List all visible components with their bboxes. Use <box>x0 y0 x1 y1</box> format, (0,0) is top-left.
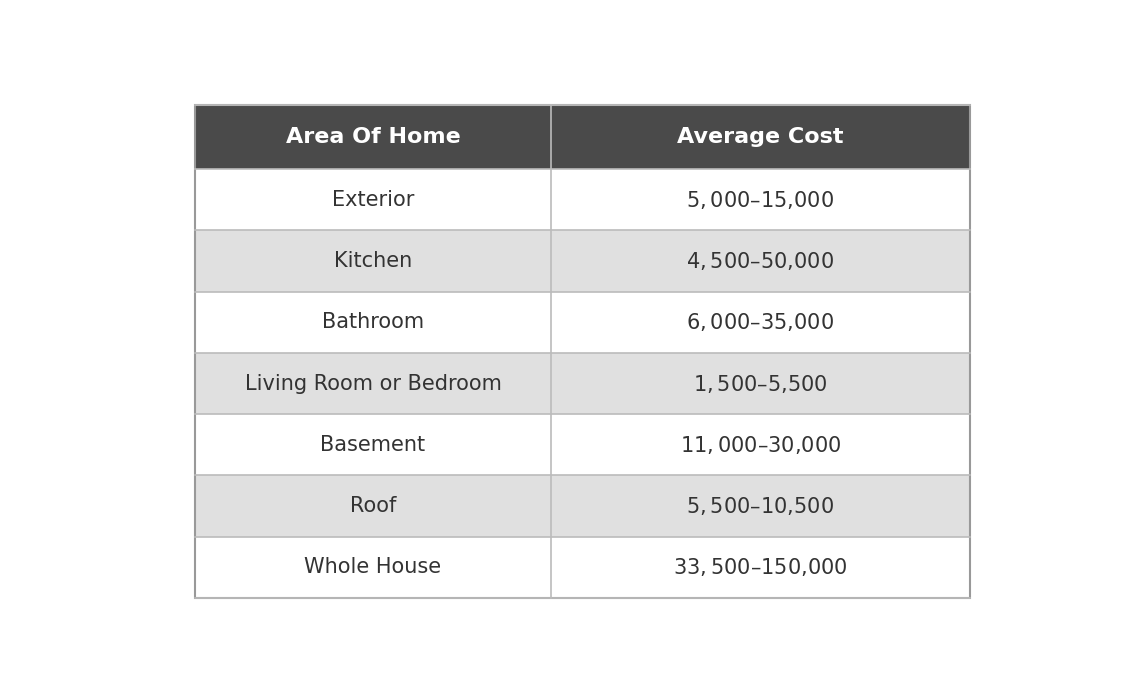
Bar <box>195 105 551 169</box>
Text: Kitchen: Kitchen <box>334 251 412 271</box>
Text: $5,000 – $15,000: $5,000 – $15,000 <box>686 189 834 211</box>
Bar <box>551 537 970 598</box>
Text: $5,500 – $10,500: $5,500 – $10,500 <box>686 495 834 517</box>
Text: $33,500 – $150,000: $33,500 – $150,000 <box>674 556 847 578</box>
Bar <box>551 105 970 169</box>
Text: Living Room or Bedroom: Living Room or Bedroom <box>244 374 501 393</box>
Bar <box>195 230 551 292</box>
Bar <box>195 292 551 353</box>
Text: Bathroom: Bathroom <box>321 313 424 332</box>
Bar <box>551 230 970 292</box>
Bar <box>195 169 551 230</box>
Bar <box>551 414 970 475</box>
Bar <box>551 292 970 353</box>
Text: Area Of Home: Area Of Home <box>285 127 460 147</box>
Text: Whole House: Whole House <box>304 557 442 578</box>
Text: $6,000 – $35,000: $6,000 – $35,000 <box>686 311 834 333</box>
Bar <box>551 169 970 230</box>
Text: $11,000 – $30,000: $11,000 – $30,000 <box>679 434 841 456</box>
Text: Average Cost: Average Cost <box>677 127 844 147</box>
Text: Basement: Basement <box>320 435 426 454</box>
Text: Exterior: Exterior <box>332 190 415 209</box>
Bar <box>195 353 551 414</box>
Bar <box>195 105 969 598</box>
Bar <box>551 353 970 414</box>
Text: $1,500 – $5,500: $1,500 – $5,500 <box>693 372 828 395</box>
Text: $4,500 – $50,000: $4,500 – $50,000 <box>686 250 834 272</box>
Bar <box>195 475 551 537</box>
Bar <box>195 414 551 475</box>
Bar <box>551 475 970 537</box>
Text: Roof: Roof <box>350 496 396 516</box>
Bar <box>195 537 551 598</box>
